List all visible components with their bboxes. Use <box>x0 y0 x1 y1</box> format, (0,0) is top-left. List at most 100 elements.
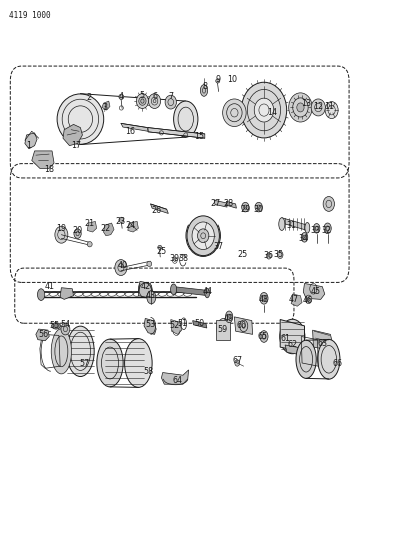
Text: 10: 10 <box>227 75 237 84</box>
Text: 26: 26 <box>151 206 161 215</box>
Text: 8: 8 <box>202 82 207 91</box>
Text: 47: 47 <box>289 295 299 304</box>
Text: 43: 43 <box>146 291 155 300</box>
Ellipse shape <box>235 360 239 366</box>
Polygon shape <box>63 124 82 146</box>
Ellipse shape <box>147 261 152 266</box>
Ellipse shape <box>305 222 310 233</box>
Ellipse shape <box>171 284 177 295</box>
Polygon shape <box>151 204 169 214</box>
Text: 38: 38 <box>178 254 188 263</box>
Text: 36: 36 <box>263 252 273 261</box>
Text: 25: 25 <box>237 251 248 260</box>
Ellipse shape <box>139 97 146 106</box>
Polygon shape <box>285 345 306 356</box>
Ellipse shape <box>313 223 320 233</box>
Text: 33: 33 <box>310 226 320 235</box>
Text: 4: 4 <box>118 92 124 101</box>
Polygon shape <box>193 320 207 328</box>
Text: 6: 6 <box>152 92 157 101</box>
Text: 30: 30 <box>254 205 264 214</box>
Text: 61: 61 <box>280 334 290 343</box>
Polygon shape <box>226 201 236 208</box>
Ellipse shape <box>52 322 60 329</box>
Text: 63: 63 <box>317 339 327 348</box>
Text: 62: 62 <box>287 341 297 350</box>
Polygon shape <box>171 319 182 334</box>
Ellipse shape <box>254 98 274 122</box>
Text: 12: 12 <box>313 102 323 111</box>
Ellipse shape <box>200 85 208 96</box>
Text: 2: 2 <box>86 93 91 102</box>
Text: 17: 17 <box>71 141 82 150</box>
Text: 5: 5 <box>140 91 145 100</box>
Polygon shape <box>138 281 152 297</box>
Text: 18: 18 <box>44 166 54 174</box>
Text: 45: 45 <box>310 287 321 296</box>
Ellipse shape <box>305 295 312 304</box>
Ellipse shape <box>187 216 220 256</box>
Text: 7: 7 <box>168 92 173 101</box>
Text: 48: 48 <box>259 295 269 304</box>
Polygon shape <box>282 217 307 230</box>
Text: 56: 56 <box>39 330 49 339</box>
Ellipse shape <box>216 79 220 83</box>
Text: 41: 41 <box>44 282 54 291</box>
Polygon shape <box>214 200 227 207</box>
Ellipse shape <box>324 223 331 233</box>
Text: 64: 64 <box>173 376 183 385</box>
Ellipse shape <box>57 94 104 144</box>
Ellipse shape <box>223 99 246 126</box>
Ellipse shape <box>226 311 233 322</box>
Text: 13: 13 <box>301 99 311 108</box>
Text: 40: 40 <box>117 261 127 270</box>
Text: 60: 60 <box>236 321 246 330</box>
Ellipse shape <box>119 217 124 222</box>
Text: 37: 37 <box>213 242 223 251</box>
Ellipse shape <box>279 217 285 230</box>
Text: 35: 35 <box>274 251 284 260</box>
Polygon shape <box>148 127 205 138</box>
Ellipse shape <box>61 323 70 335</box>
Text: 24: 24 <box>125 221 135 230</box>
Text: 16: 16 <box>125 127 135 136</box>
Text: 34: 34 <box>298 235 308 244</box>
Ellipse shape <box>124 338 152 387</box>
Ellipse shape <box>318 340 340 379</box>
Ellipse shape <box>242 203 249 212</box>
Text: 29: 29 <box>240 205 251 214</box>
Ellipse shape <box>289 93 312 122</box>
Text: 4119 1000: 4119 1000 <box>9 11 50 20</box>
Ellipse shape <box>197 229 209 243</box>
Ellipse shape <box>55 226 68 243</box>
Ellipse shape <box>158 245 162 249</box>
Ellipse shape <box>97 339 123 387</box>
Text: 54: 54 <box>60 320 71 329</box>
Polygon shape <box>144 318 156 334</box>
Ellipse shape <box>87 241 92 247</box>
Text: 66: 66 <box>333 359 343 367</box>
Ellipse shape <box>280 319 305 354</box>
Polygon shape <box>174 287 208 296</box>
Ellipse shape <box>325 102 338 118</box>
Polygon shape <box>128 221 138 232</box>
Text: 49: 49 <box>224 314 234 323</box>
Text: 57: 57 <box>79 359 90 367</box>
Ellipse shape <box>241 82 287 138</box>
Polygon shape <box>216 319 231 340</box>
Text: 53: 53 <box>145 320 155 329</box>
Ellipse shape <box>119 94 124 100</box>
Text: 31: 31 <box>286 221 296 230</box>
Polygon shape <box>291 294 302 306</box>
Ellipse shape <box>277 251 283 259</box>
Ellipse shape <box>205 288 210 298</box>
Text: 3: 3 <box>102 103 107 112</box>
Ellipse shape <box>260 330 268 342</box>
Ellipse shape <box>67 326 94 376</box>
Ellipse shape <box>115 260 127 276</box>
Ellipse shape <box>260 293 268 304</box>
Polygon shape <box>25 133 37 149</box>
Text: 14: 14 <box>267 108 277 117</box>
Ellipse shape <box>38 289 45 301</box>
Polygon shape <box>121 123 148 131</box>
